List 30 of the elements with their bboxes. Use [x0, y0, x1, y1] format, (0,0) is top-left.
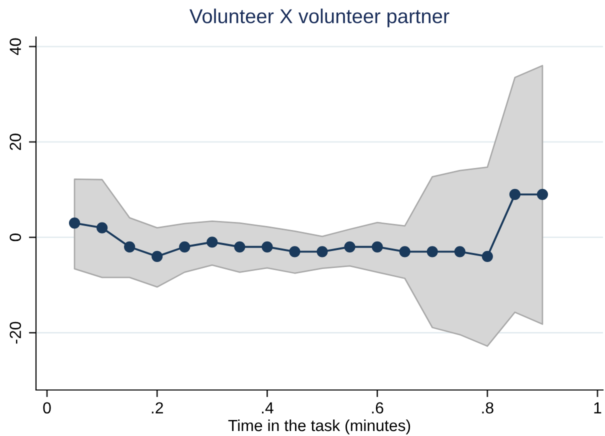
- point: [289, 246, 300, 258]
- y-tick-label: 0: [10, 234, 22, 242]
- x-tick-label: .6: [372, 402, 384, 414]
- point: [262, 241, 273, 252]
- point: [536, 188, 548, 200]
- point: [426, 246, 438, 258]
- chart-title: Volunteer X volunteer partner: [190, 8, 450, 28]
- point: [234, 241, 246, 252]
- x-axis-title: Time in the task (minutes): [228, 419, 410, 434]
- x-tick-label: 1: [594, 402, 602, 414]
- y-tick-label: 20: [10, 134, 22, 150]
- point: [399, 246, 410, 258]
- point: [509, 188, 520, 200]
- y-tick-label: -20: [10, 322, 22, 344]
- x-tick-label: .8: [482, 402, 494, 414]
- point: [152, 250, 163, 262]
- point: [68, 217, 80, 229]
- y-tick-label: 40: [10, 38, 22, 56]
- point: [316, 246, 328, 258]
- point: [454, 246, 466, 258]
- x-tick-label: .4: [262, 402, 274, 414]
- point: [124, 241, 136, 252]
- point: [96, 222, 108, 234]
- x-tick-label: .2: [152, 402, 163, 414]
- point: [372, 241, 383, 252]
- point: [344, 241, 356, 252]
- point: [179, 241, 190, 252]
- point: [482, 250, 493, 262]
- x-tick-label: 0: [43, 402, 51, 414]
- point: [206, 236, 218, 248]
